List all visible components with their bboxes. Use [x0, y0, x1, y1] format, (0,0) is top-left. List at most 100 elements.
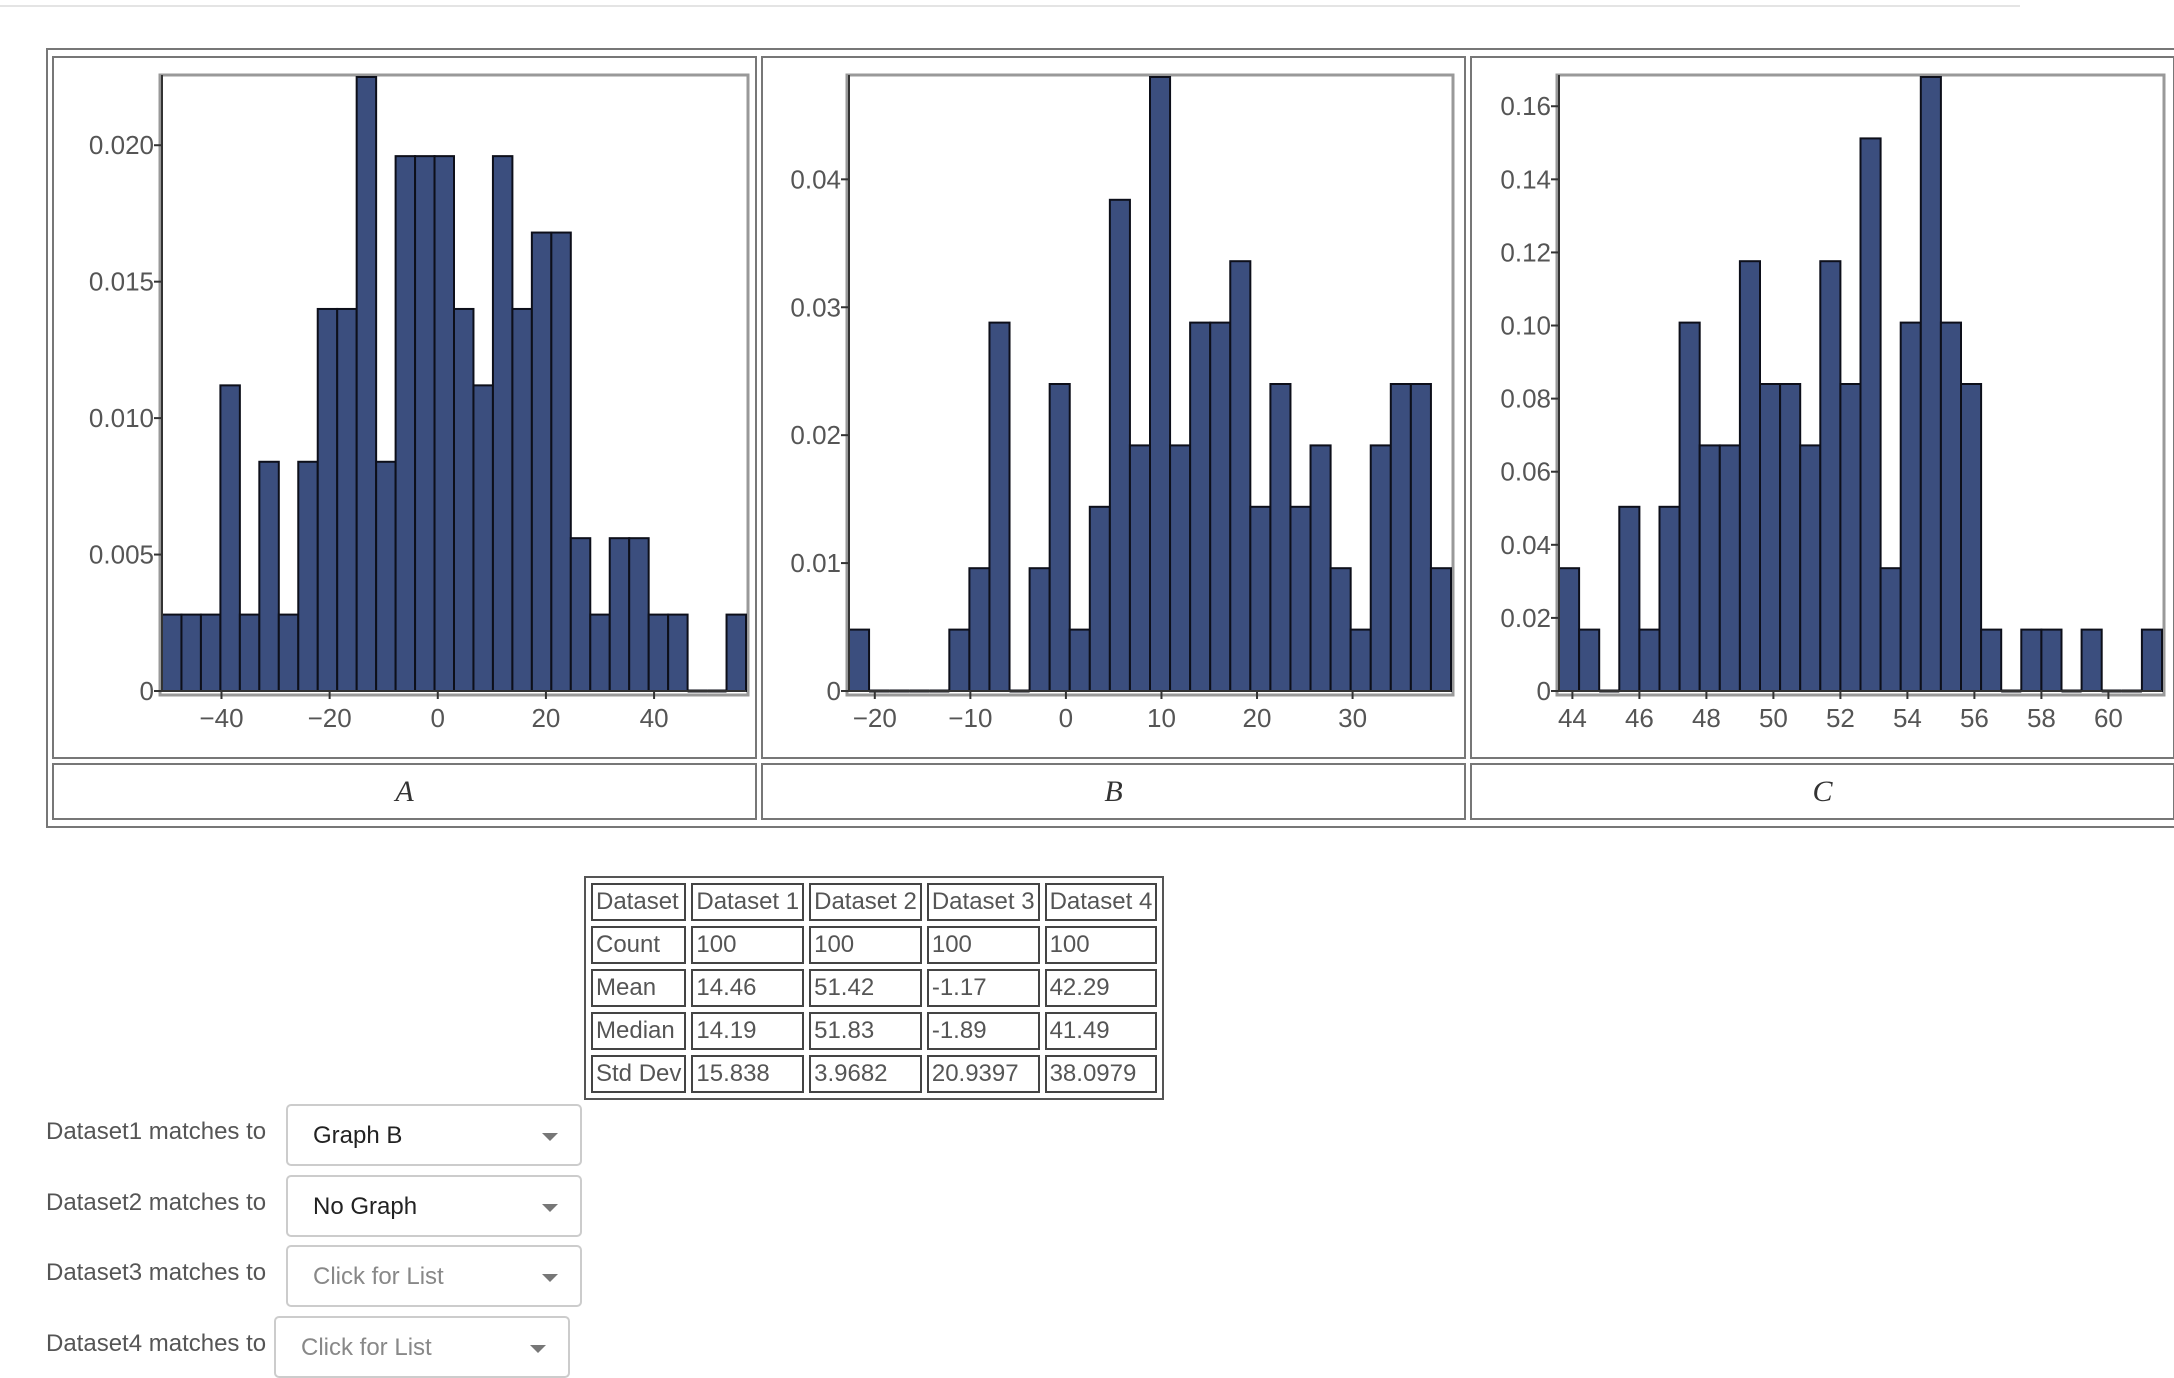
histogram-bar	[1678, 321, 1701, 692]
histogram-bar	[1698, 444, 1721, 692]
dataset2-select-value: No Graph	[313, 1193, 418, 1220]
histogram-bar	[1799, 444, 1822, 692]
y-tick-label: 0.14	[1500, 164, 1551, 194]
histogram-bar	[1738, 260, 1761, 692]
histogram-bar	[1229, 260, 1252, 692]
y-tick-label: 0.10	[1500, 311, 1551, 341]
stats-cell: -1.89	[926, 1012, 1040, 1050]
x-tick-label: 40	[640, 703, 669, 733]
y-tick-label: 0	[1537, 676, 1551, 706]
histogram-bar	[647, 613, 670, 693]
histogram-bar	[511, 307, 533, 692]
histogram-bar	[2020, 628, 2043, 692]
x-tick-label: 20	[531, 703, 560, 733]
histogram-bar	[988, 321, 1011, 692]
top-divider	[0, 5, 2020, 7]
caption-a: A	[52, 763, 757, 820]
histogram-bar	[375, 460, 397, 693]
histogram-bar	[297, 460, 319, 693]
y-tick-label: 0	[827, 676, 841, 706]
chevron-down-icon	[530, 1345, 546, 1353]
plot-frame	[845, 73, 1455, 697]
dataset1-select-value: Graph B	[313, 1122, 403, 1149]
histogram-bar	[1578, 628, 1601, 692]
histogram-bar	[1819, 260, 1842, 692]
stats-cell: 15.838	[691, 1055, 805, 1093]
x-tick-label: 58	[2027, 703, 2056, 733]
histogram-bar	[1329, 567, 1352, 693]
x-tick-label: 54	[1893, 703, 1922, 733]
histogram-bar	[414, 155, 436, 693]
x-tick-label: 44	[1558, 703, 1587, 733]
histogram-bar	[1919, 76, 1942, 692]
x-tick-label: −10	[948, 703, 992, 733]
stats-cell: 14.19	[691, 1012, 805, 1050]
stats-cell: 51.83	[809, 1012, 922, 1050]
dataset1-match-label: Dataset1 matches to	[46, 1118, 267, 1145]
x-tick-label: 50	[1759, 703, 1788, 733]
histogram-bar	[1209, 321, 1232, 692]
histogram-bar	[1409, 383, 1432, 692]
dataset2-graph-select[interactable]: No Graph	[286, 1175, 582, 1237]
plot-frame	[158, 73, 750, 697]
histogram-bar	[1980, 628, 2003, 692]
histogram-bar	[608, 537, 631, 692]
histogram-bar	[1068, 628, 1091, 692]
histogram-bar	[569, 537, 592, 692]
plot-frame	[1555, 73, 2166, 697]
stats-row-mean: Mean 14.46 51.42 -1.17 42.29	[591, 969, 1158, 1007]
histogram-bar	[491, 155, 514, 693]
histogram-bar	[667, 613, 689, 693]
dataset2-match-label: Dataset2 matches to	[46, 1189, 267, 1216]
y-tick-label: 0.010	[89, 403, 154, 433]
histogram-bar	[355, 76, 378, 692]
dataset3-graph-select[interactable]: Click for List	[286, 1245, 582, 1307]
histogram-bar	[1779, 383, 1802, 692]
chart-b: 0 0.01 0.02 0.03 0.04 −20 −10 0 10 20 30	[790, 73, 1455, 733]
histogram-bar	[316, 307, 339, 692]
histogram-bar	[1128, 444, 1151, 692]
histogram-bar	[1618, 505, 1641, 692]
histogram-bar	[1658, 505, 1681, 692]
y-tick-label: 0.02	[1500, 603, 1551, 633]
dataset1-graph-select[interactable]: Graph B	[286, 1104, 582, 1166]
histogram-bar	[1108, 198, 1131, 693]
histogram-bar	[1859, 137, 1882, 692]
y-tick-label: 0.16	[1500, 91, 1551, 121]
stats-cell: Median	[591, 1012, 687, 1050]
dataset3-match-label: Dataset3 matches to	[46, 1259, 267, 1286]
histogram-bar	[1718, 444, 1741, 692]
histogram-bar	[1249, 505, 1272, 692]
x-tick-label: 52	[1826, 703, 1855, 733]
histogram-bar	[1149, 76, 1172, 692]
y-tick-label: 0.03	[790, 292, 841, 322]
histogram-bar	[1429, 567, 1453, 693]
histogram-bar	[2140, 628, 2164, 692]
caption-c: C	[1470, 763, 2174, 820]
histogram-bar	[1759, 383, 1782, 692]
histogram-bar	[968, 567, 991, 693]
stats-cell: Std Dev	[591, 1055, 687, 1093]
x-tick-label: 10	[1147, 703, 1176, 733]
histogram-bar	[453, 307, 475, 692]
histogram-bar	[1369, 444, 1392, 692]
histogram-bar	[725, 613, 747, 693]
histogram-bar	[1638, 628, 1661, 692]
stats-cell: 38.0979	[1044, 1055, 1158, 1093]
chevron-down-icon	[542, 1133, 558, 1141]
chart-b-cell: 0 0.01 0.02 0.03 0.04 −20 −10 0 10 20 30	[761, 56, 1466, 759]
dataset4-graph-select[interactable]: Click for List	[274, 1316, 570, 1378]
y-tick-label: 0.04	[1500, 530, 1551, 560]
histogram-bar	[1289, 505, 1312, 692]
histogram-bar	[180, 613, 202, 693]
chart-c: 0 0.02 0.04 0.06 0.08 0.10 0.12 0.14 0.16 44 46 48 5…	[1500, 73, 2166, 733]
stats-cell: 14.46	[691, 969, 805, 1007]
stats-cell: 100	[926, 926, 1040, 964]
x-tick-label: 46	[1625, 703, 1654, 733]
histogram-bar	[472, 384, 494, 692]
x-tick-label: −40	[199, 703, 243, 733]
chart-c-cell: 0 0.02 0.04 0.06 0.08 0.10 0.12 0.14 0.16 44 46 48 5…	[1470, 56, 2174, 759]
x-tick-label: 0	[1059, 703, 1073, 733]
stats-cell: 20.9397	[926, 1055, 1040, 1093]
chevron-down-icon	[542, 1274, 558, 1282]
